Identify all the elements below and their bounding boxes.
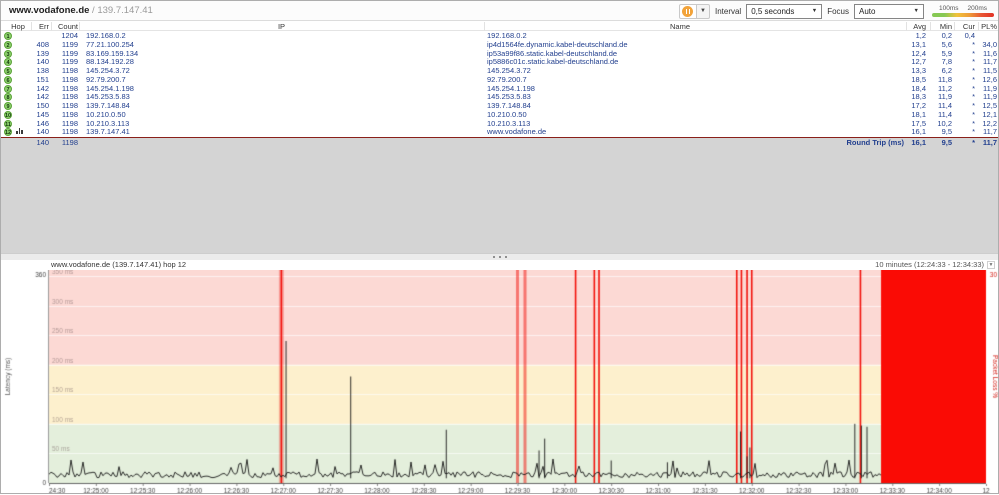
toolbar: ▼ Interval 0,5 seconds ▼ Focus Auto ▼ 100m… bbox=[679, 3, 994, 19]
hop-cur-cell: * bbox=[954, 128, 975, 137]
hop-number-badge: 11 bbox=[4, 120, 12, 128]
column-header-ip[interactable]: IP bbox=[79, 22, 484, 31]
hop-pl-cell: 11,7 bbox=[977, 128, 997, 137]
round-trip-summary-row: 140 1198 Round Trip (ms) 16,1 9,5 * 11,7 bbox=[1, 139, 998, 149]
column-divider bbox=[978, 22, 979, 31]
hop-name-cell: 92.79.200.7 bbox=[487, 76, 817, 85]
column-divider bbox=[79, 22, 80, 31]
graph-title: www.vodafone.de (139.7.147.41) hop 12 bbox=[51, 260, 186, 270]
graph-options-icon[interactable]: ▼ bbox=[987, 261, 995, 269]
pause-icon bbox=[682, 6, 693, 17]
column-divider bbox=[906, 22, 907, 31]
pause-dropdown-button[interactable]: ▼ bbox=[697, 4, 710, 19]
graphed-hop-icon bbox=[16, 128, 25, 134]
column-divider bbox=[954, 22, 955, 31]
hop-number-badge: 7 bbox=[4, 85, 12, 93]
hop-name-cell: 10.210.0.50 bbox=[487, 111, 817, 120]
focus-value: Auto bbox=[859, 7, 875, 16]
pingplotter-window: www.vodafone.de / 139.7.147.41 ▼ Interva… bbox=[0, 0, 999, 494]
column-header-pl[interactable]: PL% bbox=[977, 22, 997, 31]
summary-cur: * bbox=[954, 139, 975, 148]
summary-min: 9,5 bbox=[928, 139, 952, 148]
graph-time-range: 10 minutes (12:24:33 - 12:34:33) bbox=[875, 260, 984, 270]
hop-name-cell: www.vodafone.de bbox=[487, 128, 817, 137]
column-header-min[interactable]: Min bbox=[928, 22, 952, 31]
hop-name-cell: ip5886c01c.static.kabel-deutschland.de bbox=[487, 58, 817, 67]
hop-number-badge: 8 bbox=[4, 93, 12, 101]
trace-control-group: ▼ bbox=[679, 4, 710, 19]
column-header-name[interactable]: Name bbox=[485, 22, 875, 31]
splitter-dot bbox=[493, 256, 495, 258]
trace-target: www.vodafone.de / 139.7.147.41 bbox=[9, 5, 153, 16]
hop-number-badge: 12 bbox=[4, 128, 12, 136]
chevron-down-icon: ▼ bbox=[812, 8, 817, 14]
hop-number-badge: 1 bbox=[4, 32, 12, 40]
focus-select[interactable]: Auto ▼ bbox=[854, 4, 924, 19]
pause-button[interactable] bbox=[679, 4, 697, 19]
column-header-err[interactable]: Err bbox=[25, 22, 49, 31]
column-divider bbox=[51, 22, 52, 31]
column-header-avg[interactable]: Avg bbox=[884, 22, 926, 31]
interval-label: Interval bbox=[715, 7, 741, 16]
latency-timeline-graph[interactable] bbox=[1, 270, 999, 495]
hop-number-badge: 5 bbox=[4, 67, 12, 75]
focus-label: Focus bbox=[827, 7, 849, 16]
hop-name-cell: 145.254.1.198 bbox=[487, 85, 817, 94]
hop-err-cell: 140 bbox=[25, 128, 49, 137]
column-divider bbox=[484, 22, 485, 31]
panel-background bbox=[1, 137, 998, 254]
hop-number-badge: 2 bbox=[4, 41, 12, 49]
table-header: Hop Err Count IP Name Avg Min Cur PL% bbox=[1, 22, 998, 31]
hop-number-badge: 3 bbox=[4, 50, 12, 58]
hop-min-cell: 9,5 bbox=[928, 128, 952, 137]
hop-name-cell: 139.7.148.84 bbox=[487, 102, 817, 111]
target-ip: 139.7.147.41 bbox=[97, 5, 152, 16]
latency-gradient-bar bbox=[932, 13, 994, 17]
hop-count-cell: 1198 bbox=[53, 128, 78, 137]
column-divider bbox=[930, 22, 931, 31]
table-row[interactable]: 12 140 1198 139.7.147.41 www.vodafone.de 16,1… bbox=[1, 128, 998, 137]
graph-header: www.vodafone.de (139.7.147.41) hop 12 10… bbox=[1, 260, 998, 270]
summary-err: 140 bbox=[25, 139, 49, 148]
hop-table: 11204192.168.0.2192.168.0.21,20,20,42408… bbox=[1, 32, 998, 137]
column-divider bbox=[31, 22, 32, 31]
hop-name-cell: 145.254.3.72 bbox=[487, 67, 817, 76]
summary-pl: 11,7 bbox=[977, 139, 997, 148]
chevron-down-icon: ▼ bbox=[914, 8, 919, 14]
column-header-cur[interactable]: Cur bbox=[954, 22, 975, 31]
legend-100ms-label: 100ms bbox=[939, 5, 959, 12]
hop-number-badge: 4 bbox=[4, 58, 12, 66]
splitter-dot bbox=[505, 256, 507, 258]
interval-select[interactable]: 0,5 seconds ▼ bbox=[746, 4, 822, 19]
chevron-down-icon: ▼ bbox=[700, 8, 706, 14]
latency-scale-legend: 100ms 200ms bbox=[932, 5, 994, 17]
legend-200ms-label: 200ms bbox=[968, 5, 988, 12]
hop-number-badge: 6 bbox=[4, 76, 12, 84]
hop-avg-cell: 16,1 bbox=[884, 128, 926, 137]
title-bar: www.vodafone.de / 139.7.147.41 ▼ Interva… bbox=[1, 1, 998, 21]
target-host: www.vodafone.de bbox=[9, 5, 89, 16]
interval-value: 0,5 seconds bbox=[751, 7, 794, 16]
hop-name-cell: 145.253.5.83 bbox=[487, 93, 817, 102]
column-header-count[interactable]: Count bbox=[53, 22, 78, 31]
summary-avg: 16,1 bbox=[884, 139, 926, 148]
hop-ip-cell: 139.7.147.41 bbox=[86, 128, 306, 137]
hop-number-badge: 9 bbox=[4, 102, 12, 110]
summary-label: Round Trip (ms) bbox=[704, 139, 904, 148]
summary-count: 1198 bbox=[53, 139, 78, 148]
hop-number-badge: 10 bbox=[4, 111, 12, 119]
splitter-dot bbox=[499, 256, 501, 258]
splitter-handle[interactable] bbox=[1, 253, 998, 260]
